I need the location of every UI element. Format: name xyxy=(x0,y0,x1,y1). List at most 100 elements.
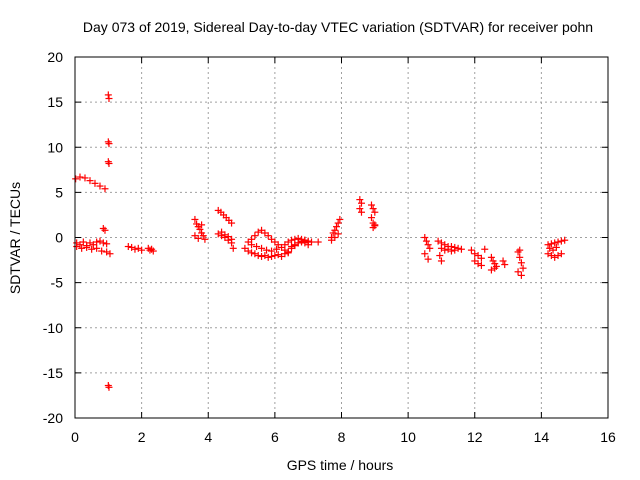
data-point xyxy=(491,264,499,272)
data-point xyxy=(196,225,204,233)
data-point xyxy=(93,244,101,252)
data-point xyxy=(421,234,429,241)
data-points xyxy=(72,91,569,391)
data-point xyxy=(441,246,449,254)
data-point xyxy=(228,235,236,243)
data-point xyxy=(547,252,555,260)
data-point xyxy=(333,223,341,231)
data-point xyxy=(557,250,565,258)
data-point xyxy=(454,244,462,252)
data-point xyxy=(357,199,365,207)
data-point xyxy=(149,247,157,255)
data-point xyxy=(248,249,256,257)
data-point xyxy=(194,234,202,242)
data-point xyxy=(487,266,495,274)
data-point xyxy=(105,140,113,148)
data-point xyxy=(371,222,379,230)
data-point xyxy=(198,229,206,237)
data-point xyxy=(274,251,282,259)
data-point xyxy=(76,173,84,181)
data-point xyxy=(99,239,107,247)
data-point xyxy=(93,238,101,246)
data-point xyxy=(547,240,555,248)
y-tick-label: 20 xyxy=(47,49,63,65)
data-point xyxy=(514,268,522,276)
data-point xyxy=(254,228,262,236)
data-point xyxy=(421,250,429,258)
data-point xyxy=(546,244,554,252)
data-point xyxy=(517,259,525,267)
data-point xyxy=(501,261,509,269)
data-point xyxy=(437,257,445,265)
y-axis-label: SDTVAR / TECUs xyxy=(7,182,23,294)
data-point xyxy=(254,252,262,260)
data-point xyxy=(86,177,94,185)
data-point xyxy=(552,243,560,251)
y-tick-label: 5 xyxy=(55,184,63,200)
data-point xyxy=(544,250,552,258)
data-point xyxy=(544,241,552,249)
data-point xyxy=(516,246,524,254)
data-point xyxy=(451,246,459,254)
data-point xyxy=(424,255,432,263)
x-tick-label: 12 xyxy=(467,429,483,445)
data-point xyxy=(487,253,495,261)
data-point xyxy=(229,244,237,252)
data-point xyxy=(124,243,132,251)
data-point xyxy=(138,246,146,254)
data-point xyxy=(424,241,432,249)
data-point xyxy=(369,205,377,213)
data-point xyxy=(253,243,261,251)
y-tick-label: -5 xyxy=(51,275,64,291)
x-tick-label: 6 xyxy=(271,429,279,445)
data-point xyxy=(367,201,375,209)
grid xyxy=(75,57,608,418)
data-point xyxy=(519,264,527,272)
data-point xyxy=(554,252,562,260)
data-point xyxy=(251,250,259,258)
data-point xyxy=(83,243,91,251)
data-point xyxy=(356,196,364,204)
data-point xyxy=(96,182,104,190)
chart-title: Day 073 of 2019, Sidereal Day-to-day VTE… xyxy=(83,19,593,35)
plot-frame xyxy=(74,56,609,419)
data-point xyxy=(104,138,112,146)
data-point xyxy=(103,248,111,256)
data-point xyxy=(517,271,525,279)
data-point xyxy=(273,245,281,253)
data-point xyxy=(251,232,259,240)
data-point xyxy=(101,185,109,193)
y-tick-label: -20 xyxy=(43,410,63,426)
data-point xyxy=(258,252,266,260)
x-tick-label: 4 xyxy=(204,429,212,445)
x-tick-label: 14 xyxy=(534,429,550,445)
data-point xyxy=(516,253,524,261)
data-point xyxy=(258,244,266,252)
data-point xyxy=(99,224,107,232)
x-axis-label: GPS time / hours xyxy=(287,457,394,473)
data-point xyxy=(457,245,465,253)
data-point xyxy=(191,215,199,223)
x-tick-label: 16 xyxy=(600,429,616,445)
data-point xyxy=(271,252,279,260)
x-tick-label: 0 xyxy=(71,429,79,445)
data-point xyxy=(477,254,485,262)
x-tick-label: 8 xyxy=(338,429,346,445)
data-point xyxy=(371,208,379,216)
data-point xyxy=(98,247,106,255)
y-tick-label: -15 xyxy=(43,365,63,381)
y-tick-label: 0 xyxy=(55,230,63,246)
axis-ticks: 0 2 4 6 8 10 12 14 16 -20 -15 -10 -5 0 5 10 15 20 xyxy=(43,49,616,445)
data-point xyxy=(477,261,485,269)
data-point xyxy=(314,238,322,246)
data-point xyxy=(79,238,87,246)
data-point xyxy=(148,245,156,253)
y-tick-label: 10 xyxy=(47,139,63,155)
data-point xyxy=(554,238,562,246)
data-point xyxy=(561,236,569,244)
x-tick-label: 10 xyxy=(400,429,416,445)
data-point xyxy=(146,246,154,254)
data-point xyxy=(78,244,86,252)
data-point xyxy=(198,221,206,229)
data-point xyxy=(291,241,299,249)
